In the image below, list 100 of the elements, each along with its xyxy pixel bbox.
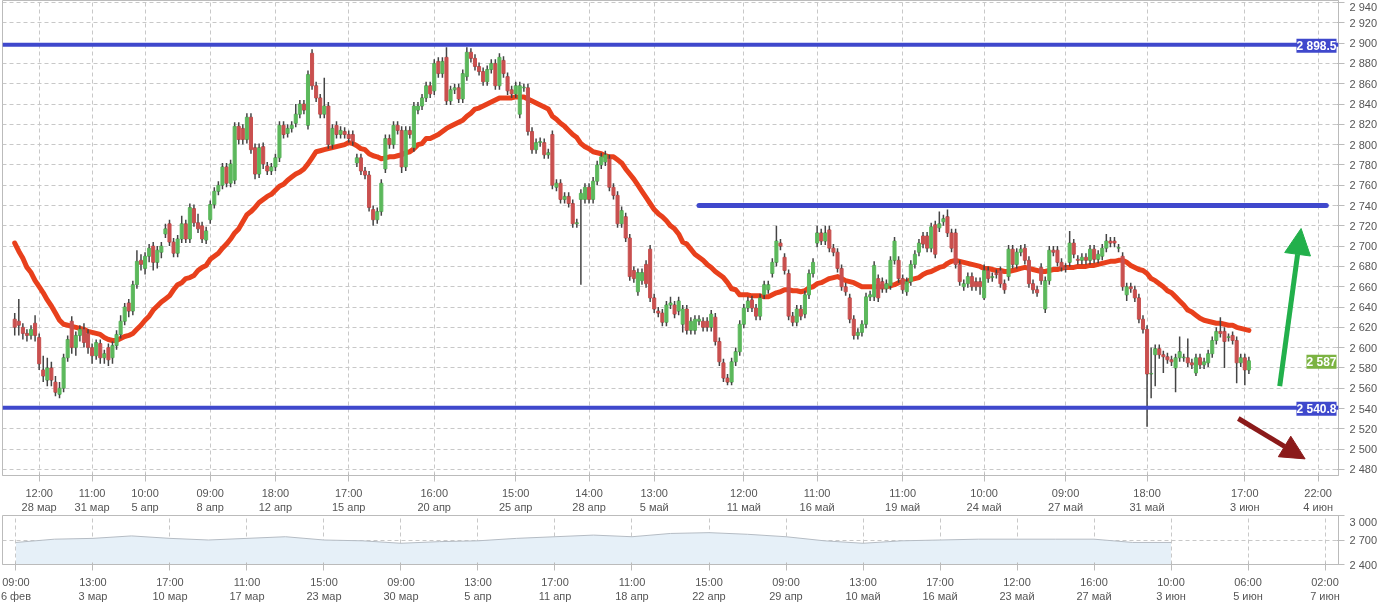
candlestick (696, 314, 702, 327)
candlestick (754, 303, 759, 321)
candlestick (1185, 337, 1190, 368)
candlestick (1035, 284, 1040, 298)
candlestick (200, 221, 205, 244)
candlestick (534, 137, 539, 155)
y-tick-label: 2 740 (1349, 199, 1378, 212)
candlestick (925, 231, 930, 253)
candlestick (798, 304, 803, 321)
candlestick (921, 231, 926, 249)
x-tick-label: 17:00 3 июн (1230, 486, 1260, 513)
y-tick-label: 2 760 (1349, 179, 1378, 192)
candlestick (126, 298, 131, 318)
x-tick-label: 17:00 16 май (922, 575, 958, 602)
candlestick (204, 226, 209, 245)
x-tick-label: 17:00 10 мар (152, 575, 188, 602)
annotation: 2 587 (1306, 354, 1337, 369)
candlestick (578, 188, 583, 286)
candlestick (1202, 357, 1207, 370)
candlestick (1193, 352, 1198, 377)
candlestick (863, 292, 869, 330)
candlestick (978, 276, 983, 296)
candlestick (973, 276, 979, 292)
y-tick-label: 2 940 (1349, 0, 1378, 13)
candlestick (969, 271, 974, 292)
candlestick (350, 129, 355, 147)
candlestick (468, 47, 473, 64)
x-tick-label: 11:00 17 мар (229, 575, 265, 602)
candlestick (982, 263, 987, 301)
x-tick-label: 09:00 27 май (1048, 486, 1084, 513)
candlestick (1210, 335, 1215, 359)
candlestick (481, 66, 486, 87)
x-tick-label: 09:00 30 мар (383, 575, 419, 602)
candlestick (692, 314, 697, 336)
x-tick-label: 17:00 15 апр (331, 486, 366, 513)
candlestick (876, 273, 881, 303)
candlestick (965, 271, 970, 289)
x-tick-label: 06:00 5 июн (1233, 575, 1263, 602)
y-tick-label: 2 560 (1349, 382, 1378, 395)
x-tick-label: 13:00 5 апр (464, 575, 492, 602)
x-tick-label: 22:00 4 июн (1303, 486, 1333, 513)
x-tick-label: 11:00 31 мар (74, 486, 110, 513)
candlestick (293, 103, 298, 129)
y-tick-label: 3 000 (1349, 515, 1378, 528)
x-tick-label: 18:00 31 май (1129, 486, 1165, 513)
candlestick (1197, 352, 1203, 370)
y-tick-label: 2 700 (1349, 534, 1378, 546)
candlestick (517, 80, 522, 119)
x-tick-label: 15:00 23 мар (306, 575, 342, 602)
x-tick-label: 16:00 27 май (1076, 575, 1112, 602)
candlestick (1189, 358, 1194, 370)
candlestick (257, 142, 262, 179)
x-tick-label: 09:00 29 апр (769, 575, 803, 602)
candlestick (81, 322, 86, 349)
y-tick-label: 2 720 (1349, 219, 1378, 232)
candlestick (424, 80, 429, 103)
y-tick-label: 2 840 (1349, 98, 1378, 111)
y-tick-label: 2 920 (1349, 16, 1378, 29)
candlestick (472, 53, 478, 72)
y-tick-label: 2 480 (1349, 463, 1378, 476)
candlestick (749, 295, 754, 313)
candlestick (16, 298, 21, 337)
candlestick (819, 228, 824, 246)
candlestick (542, 137, 547, 160)
candlestick (635, 267, 640, 297)
candlestick (587, 182, 592, 205)
ref-line-label: 2 898.5 (1296, 38, 1337, 53)
candlestick (24, 328, 29, 343)
x-tick-label: 12:00 23 май (999, 575, 1035, 602)
y-tick-label: 2 900 (1349, 37, 1378, 50)
x-tick-label: 09:00 6 фев (0, 575, 32, 602)
candlestick (986, 265, 991, 284)
y-tick-label: 2 820 (1349, 118, 1378, 131)
y-tick-label: 2 880 (1349, 57, 1378, 70)
x-tick-label: 17:00 11 апр (538, 575, 572, 602)
candlestick (151, 241, 156, 272)
candlestick (1092, 244, 1097, 265)
candlestick (138, 253, 144, 272)
y-tick-label: 2 540 (1349, 402, 1378, 415)
y-tick-label: 2 620 (1349, 321, 1378, 334)
candlestick (815, 225, 820, 248)
x-tick-label: 11:00 18 апр (615, 575, 649, 602)
x-tick-label: 15:00 25 апр (498, 486, 533, 513)
candlestick (86, 328, 91, 355)
y-tick-label: 2 660 (1349, 280, 1378, 293)
y-tick-label: 2 640 (1349, 301, 1378, 314)
x-tick-label: 10:00 24 май (966, 486, 1002, 513)
y-tick-label: 2 800 (1349, 138, 1378, 151)
y-tick-label: 2 860 (1349, 77, 1378, 90)
candlestick (28, 324, 34, 341)
candlestick (485, 64, 490, 87)
y-tick-label: 2 500 (1349, 443, 1378, 456)
candlestick (1039, 262, 1044, 286)
x-tick-label: 10:00 3 июн (1156, 575, 1186, 602)
candlestick (187, 202, 192, 244)
candlestick (709, 309, 714, 333)
x-tick-label: 13:00 5 май (639, 486, 669, 513)
x-tick-label: 11:00 16 май (799, 486, 835, 513)
ref-line-label: 2 540.8 (1296, 401, 1337, 416)
candlestick (354, 153, 359, 168)
